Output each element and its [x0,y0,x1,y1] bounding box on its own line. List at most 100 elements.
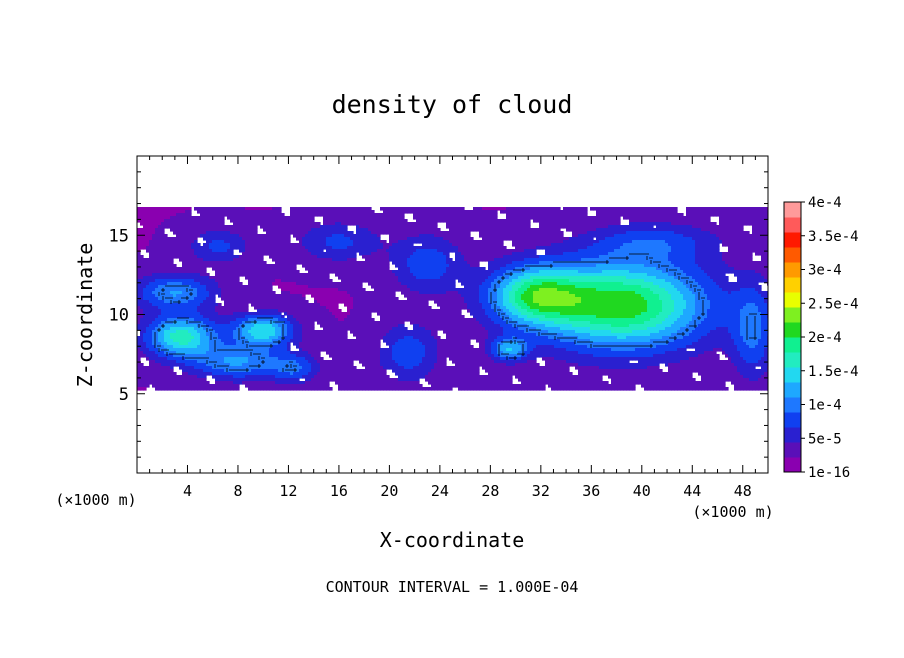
field-cell [167,261,171,265]
field-cell [479,210,483,214]
field-cell [491,237,495,241]
field-cell [551,246,555,250]
field-cell [707,216,711,220]
field-cell [686,270,690,274]
field-cell [341,273,345,277]
field-cell [551,255,555,259]
field-cell [716,231,720,235]
field-cell [419,222,423,226]
field-cell [140,261,144,265]
field-cell [449,240,453,244]
field-cell [152,240,156,244]
field-cell [671,237,675,241]
field-cell [599,249,603,253]
field-cell [188,246,192,250]
field-cell [626,243,630,247]
field-cell [680,252,684,256]
field-cell [620,249,624,253]
field-cell [428,249,432,253]
field-cell [164,207,168,211]
field-cell [344,228,348,232]
field-cell [638,228,642,232]
field-cell [596,258,600,262]
field-cell [662,228,666,232]
field-cell [608,258,612,262]
field-cell [674,225,678,229]
field-cell [278,270,282,274]
field-cell [215,258,219,262]
field-cell [524,258,528,262]
field-cell [338,222,342,226]
field-cell [608,225,612,229]
field-cell [236,246,240,250]
field-cell [152,243,156,247]
field-cell [356,216,360,220]
field-cell [692,222,696,226]
field-cell [731,267,735,271]
field-cell [527,267,531,271]
field-cell [263,213,267,217]
field-cell [521,243,525,247]
field-cell [458,222,462,226]
field-cell [590,273,594,277]
field-cell [737,249,741,253]
field-cell [653,228,657,232]
field-cell [656,222,660,226]
field-cell [368,270,372,274]
field-cell [254,261,258,265]
field-cell [284,219,288,223]
field-cell [296,246,300,250]
field-cell [764,258,768,262]
field-cell [746,264,750,268]
field-cell [332,237,336,241]
field-cell [230,264,234,268]
field-cell [509,249,513,253]
field-cell [299,216,303,220]
field-cell [494,222,498,226]
field-cell [209,225,213,229]
field-cell [164,252,168,256]
field-cell [431,276,435,280]
field-cell [173,207,177,211]
field-cell [485,207,489,211]
field-cell [446,249,450,253]
field-cell [758,213,762,217]
field-cell [443,246,447,250]
field-cell [665,246,669,250]
field-cell [380,255,384,259]
field-cell [572,273,576,277]
field-cell [632,228,636,232]
field-cell [578,231,582,235]
field-cell [662,270,666,274]
field-cell [581,246,585,250]
field-cell [398,264,402,268]
field-cell [587,252,591,256]
field-cell [401,234,405,238]
field-cell [395,216,399,220]
field-cell [275,255,279,259]
field-cell [233,237,237,241]
field-cell [194,222,198,226]
field-cell [503,270,507,274]
field-cell [374,216,378,220]
field-cell [554,249,558,253]
field-cell [611,213,615,217]
field-cell [218,276,222,280]
field-cell [548,255,552,259]
field-cell [731,258,735,262]
field-cell [416,261,420,265]
field-cell [344,267,348,271]
field-cell [764,273,768,277]
field-cell [284,264,288,268]
field-cell [395,252,399,256]
field-cell [290,231,294,235]
field-cell [374,231,378,235]
field-cell [224,207,228,211]
field-cell [671,267,675,271]
field-cell [248,234,252,238]
field-cell [698,207,702,211]
field-cell [470,246,474,250]
field-cell [551,267,555,271]
field-cell [674,222,678,226]
field-cell [620,228,624,232]
